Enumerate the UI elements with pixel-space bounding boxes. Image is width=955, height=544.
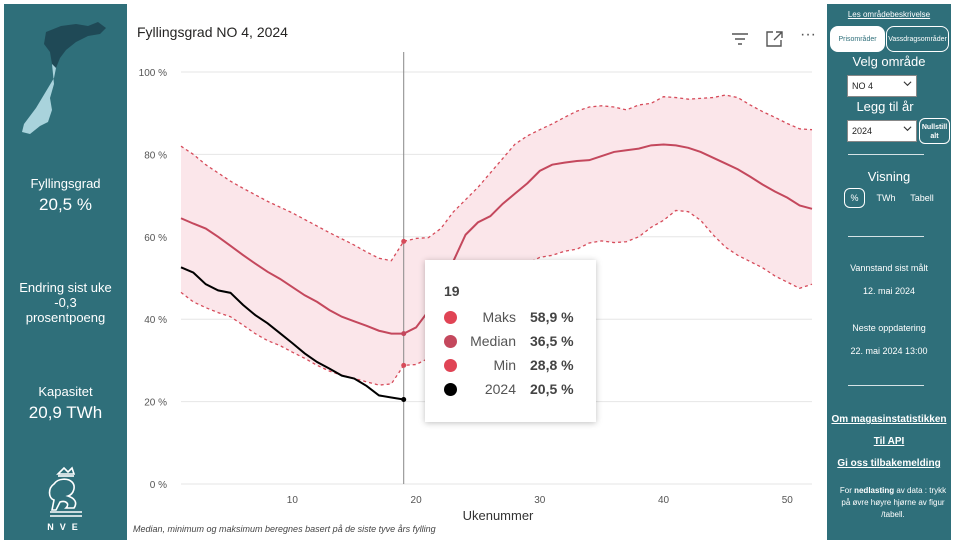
y-tick-label: 0 % [150, 480, 167, 491]
nve-crest-icon [48, 466, 82, 517]
price-areas-button[interactable]: Prisområder [830, 26, 885, 52]
download-instructions: For nedlasting av data : trykk på øvre h… [837, 485, 949, 521]
min-max-band [181, 95, 812, 386]
view-twh-button[interactable]: TWh [876, 193, 896, 203]
tooltip-row: Median 36,5 % [425, 332, 596, 352]
series-line-median [180, 143, 813, 335]
focus-mode-icon[interactable] [765, 30, 785, 48]
legend-marker [444, 383, 457, 396]
chart: 0 % 20 % 40 % 60 % 80 % 100 % 10 20 30 40 50 Ukenum… [139, 52, 813, 523]
feedback-link[interactable]: Gi oss tilbakemelding [837, 458, 941, 469]
y-tick-label: 100 % [139, 68, 167, 79]
next-update-label: Neste oppdatering [852, 323, 926, 333]
area-description-link[interactable]: Les områdebeskrivelse [847, 10, 931, 19]
legend-marker [444, 311, 457, 324]
chevron-down-icon [903, 126, 912, 132]
tooltip-series-name: 2024 [484, 381, 516, 397]
reset-all-button[interactable]: Nullstill alt [919, 118, 950, 144]
view-percent-button[interactable]: % [844, 188, 865, 208]
y-tick-label: 60 % [144, 233, 167, 244]
tooltip-row: Maks 58,9 % [425, 308, 596, 328]
add-year-label: Legg til år [856, 99, 914, 114]
tooltip-week: 19 [444, 283, 460, 299]
kpi-value: 20,9 TWh [28, 403, 103, 422]
x-tick-label: 30 [534, 495, 546, 506]
kpi-kapasitet: Kapasitet 20,9 TWh [4, 384, 127, 423]
api-link[interactable]: Til API [873, 436, 905, 447]
kpi-value: -0,3 [54, 295, 77, 310]
legend-marker [444, 359, 457, 372]
tooltip-series-value: 20,5 % [530, 381, 574, 397]
x-tick-label: 50 [782, 495, 794, 506]
kpi-value: 20,5 % [39, 195, 92, 214]
x-axis-label: Ukenummer [463, 508, 534, 523]
tooltip-series-name: Min [493, 357, 516, 373]
year-dropdown[interactable]: 2024 [847, 120, 917, 142]
chart-footnote: Median, minimum og maksimum beregnes bas… [133, 524, 436, 534]
x-tick-label: 20 [411, 495, 423, 506]
tooltip-series-value: 36,5 % [530, 333, 574, 349]
hover-point [401, 397, 407, 403]
kpi-label: Kapasitet [38, 384, 93, 399]
kpi-unit: prosentpoeng [25, 310, 106, 325]
kpi-endring: Endring sist uke -0,3 prosentpoeng [4, 280, 127, 325]
view-label: Visning [867, 169, 911, 184]
series-line-2024 [180, 266, 404, 401]
chart-title: Fyllingsgrad NO 4, 2024 [137, 24, 288, 40]
view-table-button[interactable]: Tabell [910, 193, 934, 203]
dropdown-value: 2024 [852, 126, 873, 136]
y-tick-label: 40 % [144, 315, 167, 326]
kpi-fyllingsgrad: Fyllingsgrad 20,5 % [4, 176, 127, 215]
norway-map-icon [22, 22, 106, 134]
download-text-pre: For [839, 486, 855, 495]
x-tick-label: 40 [658, 495, 670, 506]
tooltip-series-value: 58,9 % [530, 309, 574, 325]
area-dropdown[interactable]: NO 4 [847, 75, 917, 97]
select-area-label: Velg område [852, 54, 926, 69]
tooltip-row: Min 28,8 % [425, 356, 596, 376]
legend-marker [444, 335, 457, 348]
nve-logo-text: NVE [47, 522, 84, 532]
last-measured-value: 12. mai 2024 [862, 286, 916, 296]
watercourse-areas-button[interactable]: Vassdragsområder [886, 26, 949, 52]
divider [848, 154, 924, 155]
series-line-maks [180, 94, 813, 262]
hover-point [401, 331, 407, 337]
download-text-post: av data : trykk på øvre høyre hjørne av … [841, 486, 947, 519]
more-options-icon[interactable]: ··· [800, 26, 816, 43]
tooltip-row: 2024 20,5 % [425, 380, 596, 400]
chart-tooltip: 19 Maks 58,9 % Median 36,5 % Min 28,8 % … [425, 260, 596, 422]
about-statistics-link[interactable]: Om magasinstatistikken [831, 414, 947, 425]
view-toggle-group: % TWh Tabell [827, 188, 951, 210]
series-line-min [180, 209, 813, 386]
x-tick-label: 10 [287, 495, 299, 506]
tooltip-series-name: Maks [482, 309, 516, 325]
kpi-label: Fyllingsgrad [30, 176, 101, 191]
left-kpi-panel: Fyllingsgrad 20,5 % Endring sist uke -0,… [4, 4, 127, 540]
filter-icon[interactable] [730, 30, 750, 48]
chevron-down-icon [903, 81, 912, 87]
dropdown-value: NO 4 [852, 81, 874, 91]
next-update-value: 22. mai 2024 13:00 [850, 346, 928, 356]
right-control-panel: Les områdebeskrivelse Prisområder Vassdr… [827, 4, 951, 540]
download-text-bold: nedlasting [854, 486, 895, 495]
hover-point [401, 238, 407, 244]
tooltip-series-name: Median [470, 333, 516, 349]
y-tick-label: 20 % [144, 398, 167, 409]
last-measured-label: Vannstand sist målt [850, 263, 928, 273]
chart-panel: 0 % 20 % 40 % 60 % 80 % 100 % 10 20 30 40 50 Ukenum… [130, 4, 824, 540]
kpi-label: Endring sist uke [19, 280, 112, 295]
hover-point [401, 362, 407, 368]
tooltip-series-value: 28,8 % [530, 357, 574, 373]
divider [848, 236, 924, 237]
divider [848, 385, 924, 386]
y-tick-label: 80 % [144, 150, 167, 161]
